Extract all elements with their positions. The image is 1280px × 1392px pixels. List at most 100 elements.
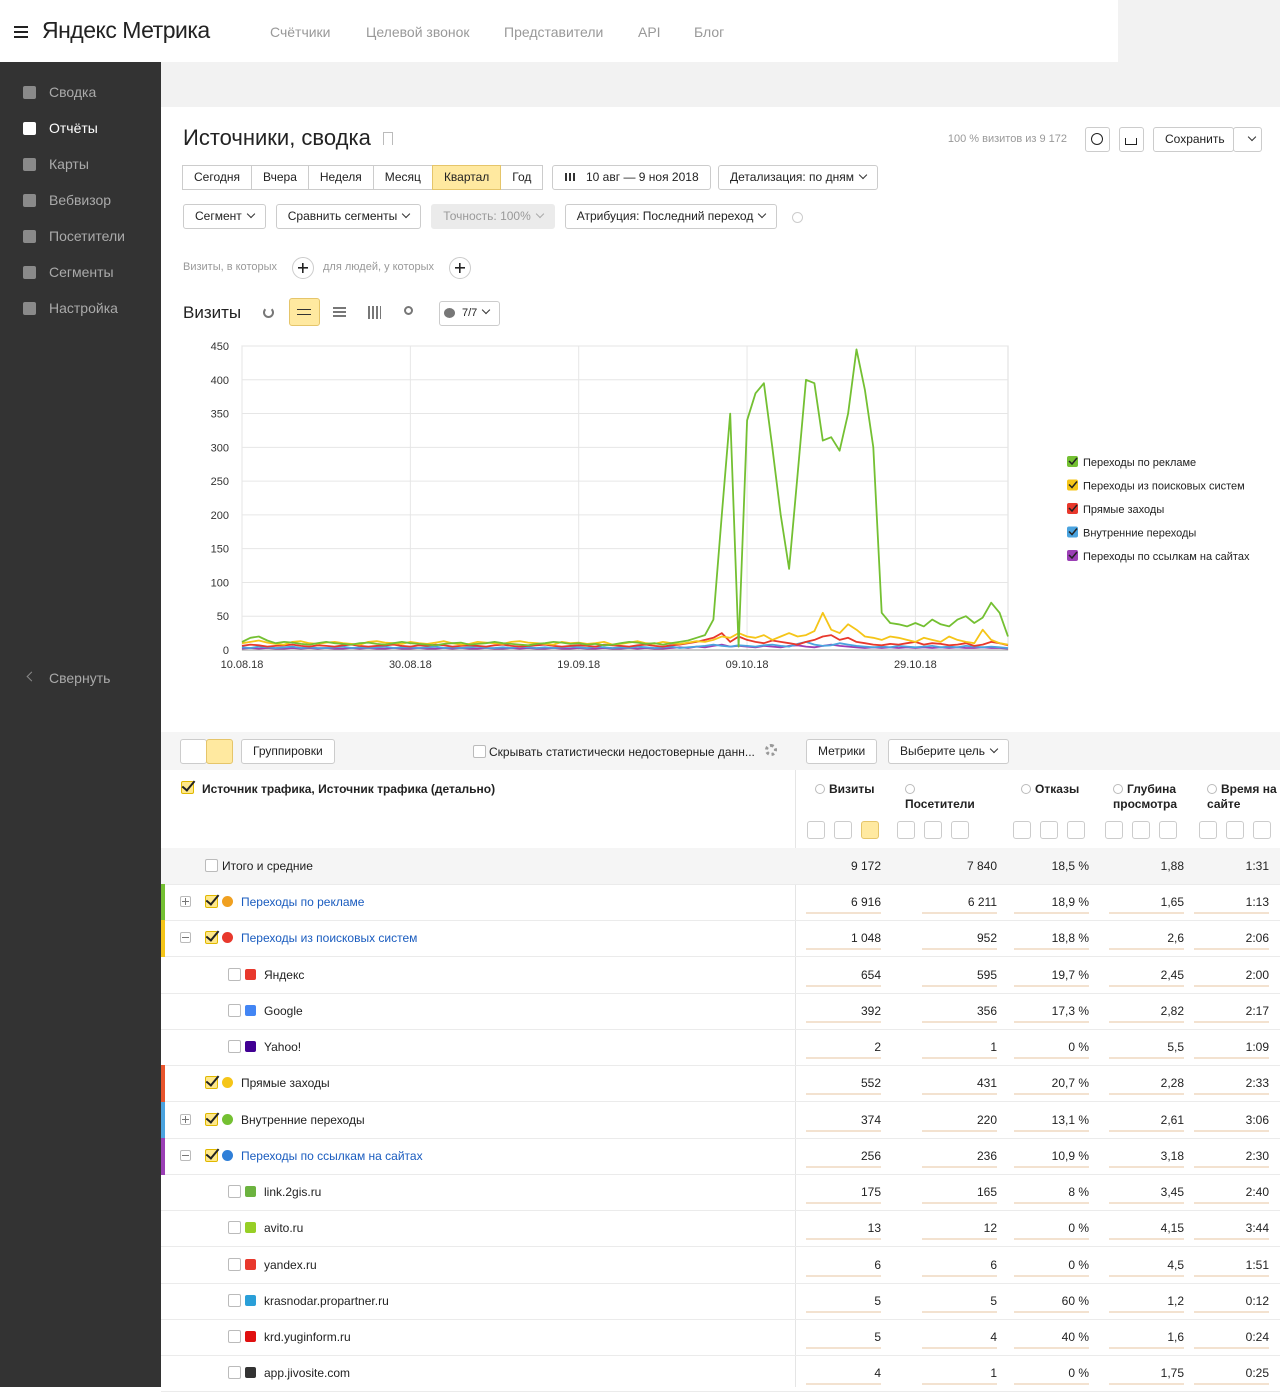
collapse[interactable]: Свернуть	[49, 670, 111, 686]
dimension-checkbox[interactable]	[181, 781, 194, 794]
cell-value: 392	[860, 1003, 881, 1018]
column-tool[interactable]	[1013, 821, 1031, 839]
checkbox[interactable]	[205, 1148, 218, 1162]
column-tool[interactable]	[834, 821, 852, 839]
settings-icon[interactable]	[765, 744, 777, 756]
value-track	[1014, 1165, 1089, 1168]
sidebar-item[interactable]: Карты	[49, 156, 89, 172]
help-icon[interactable]	[792, 212, 803, 223]
period-button[interactable]: Неделя	[307, 165, 374, 190]
column-header[interactable]: Посетители	[905, 782, 985, 812]
column-tool[interactable]	[861, 821, 879, 839]
nav-item[interactable]: API	[638, 24, 661, 40]
menu-icon[interactable]	[14, 26, 28, 28]
period-button[interactable]: Месяц	[372, 165, 433, 190]
expand-toggle[interactable]	[180, 1113, 191, 1125]
bookmark-icon[interactable]	[383, 132, 393, 145]
filter-button[interactable]: Точность: 100%	[431, 204, 555, 229]
column-tool[interactable]	[1067, 821, 1085, 839]
cell-value: 5,5	[1167, 1040, 1184, 1054]
checkbox[interactable]	[228, 1185, 241, 1198]
source-label[interactable]: Переходы по рекламе	[241, 895, 365, 909]
value-track	[1109, 1057, 1184, 1059]
checkbox[interactable]	[228, 1293, 241, 1307]
sidebar-item[interactable]: Сегменты	[49, 264, 114, 280]
column-tool[interactable]	[1105, 821, 1123, 839]
expand-toggle[interactable]	[180, 896, 191, 907]
period-button[interactable]: Сегодня	[182, 165, 252, 190]
column-header[interactable]: Время на сайте	[1207, 782, 1280, 812]
nav-item[interactable]: Целевой звонок	[366, 24, 470, 40]
bar-icon[interactable]	[368, 306, 381, 319]
checkbox[interactable]	[205, 931, 218, 945]
expand-toggle[interactable]	[180, 932, 191, 944]
tree-view[interactable]	[206, 739, 233, 764]
period-button[interactable]: Вчера	[251, 165, 309, 190]
source-label[interactable]: Переходы по ссылкам на сайтах	[241, 1148, 423, 1163]
expand-toggle[interactable]	[180, 1149, 191, 1161]
column-header[interactable]: Визиты	[815, 782, 895, 797]
line-chart-button[interactable]	[289, 298, 320, 326]
column-tool[interactable]	[1226, 821, 1244, 839]
checkbox[interactable]	[205, 895, 218, 908]
date-range[interactable]: 10 авг — 9 ноя 2018	[552, 165, 711, 190]
column-tool[interactable]	[807, 821, 825, 839]
checkbox[interactable]	[228, 1330, 241, 1343]
save-button[interactable]: Сохранить	[1153, 127, 1234, 152]
column-header[interactable]: Отказы	[1021, 782, 1101, 797]
logo[interactable]: Яндекс Метрика	[42, 17, 210, 43]
detail-select[interactable]: Детализация: по дням	[718, 165, 878, 190]
column-header[interactable]: Глубина просмотра	[1113, 782, 1193, 812]
groupings-button[interactable]: Группировки	[241, 739, 335, 764]
add-visit-condition[interactable]	[292, 257, 314, 279]
checkbox[interactable]	[228, 1040, 241, 1053]
chart: 0 50 100 150 200 250 300 350 400 450 10.08.18 30.08…	[211, 341, 1250, 671]
period-button[interactable]: Год	[500, 165, 544, 190]
column-tool[interactable]	[1159, 821, 1177, 839]
sidebar-item[interactable]: Отчёты	[49, 120, 98, 136]
table-row: app.jivosite.com 4 1 0 % 1,75 0:25	[161, 1355, 1280, 1392]
goal-select[interactable]: Выберите цель	[888, 739, 1010, 764]
filter-button[interactable]: Сравнить сегменты	[275, 204, 422, 229]
x-tick-label: 29.10.18	[894, 659, 937, 671]
area-icon[interactable]	[333, 307, 346, 318]
column-tool[interactable]	[1040, 821, 1058, 839]
column-tool[interactable]	[897, 821, 915, 839]
checkbox[interactable]	[205, 1076, 218, 1090]
metrics-button[interactable]: Метрики	[806, 739, 878, 764]
nav-item[interactable]: Представители	[504, 24, 604, 40]
sidebar-item[interactable]: Вебвизор	[49, 192, 112, 208]
checkbox[interactable]	[205, 859, 218, 872]
checkbox[interactable]	[228, 1003, 241, 1017]
sidebar-item[interactable]: Посетители	[49, 228, 125, 244]
chevron	[989, 744, 999, 754]
checkbox[interactable]	[228, 1366, 241, 1380]
cell-value: 595	[976, 967, 997, 982]
map-icon[interactable]	[404, 306, 413, 315]
filter-button[interactable]: Атрибуция: Последний переход	[564, 204, 778, 229]
hide-unreliable-checkbox[interactable]	[473, 745, 486, 758]
column-tool[interactable]	[1253, 821, 1271, 839]
export-button[interactable]	[1119, 127, 1144, 152]
sidebar-item[interactable]: Настройка	[49, 300, 118, 316]
checkbox[interactable]	[205, 1112, 218, 1126]
nav-item[interactable]: Счётчики	[270, 24, 331, 40]
column-tool[interactable]	[1132, 821, 1150, 839]
checkbox[interactable]	[228, 1221, 241, 1235]
line-icon	[297, 309, 311, 315]
pie-icon[interactable]	[263, 307, 274, 318]
sidebar-item[interactable]: Сводка	[49, 84, 97, 100]
column-tool[interactable]	[924, 821, 942, 839]
filter-button[interactable]: Сегмент	[183, 204, 266, 229]
column-tool[interactable]	[1199, 821, 1217, 839]
cell-value: 1,65	[1160, 895, 1184, 909]
checkbox[interactable]	[228, 1257, 241, 1271]
column-tool[interactable]	[951, 821, 969, 839]
list-view[interactable]	[180, 739, 207, 764]
add-people-condition[interactable]	[449, 257, 471, 279]
nav-item[interactable]: Блог	[694, 24, 725, 40]
source-label[interactable]: Переходы из поисковых систем	[241, 931, 418, 946]
period-button[interactable]: Квартал	[431, 165, 502, 190]
save-menu[interactable]	[1233, 127, 1262, 152]
checkbox[interactable]	[228, 967, 241, 981]
